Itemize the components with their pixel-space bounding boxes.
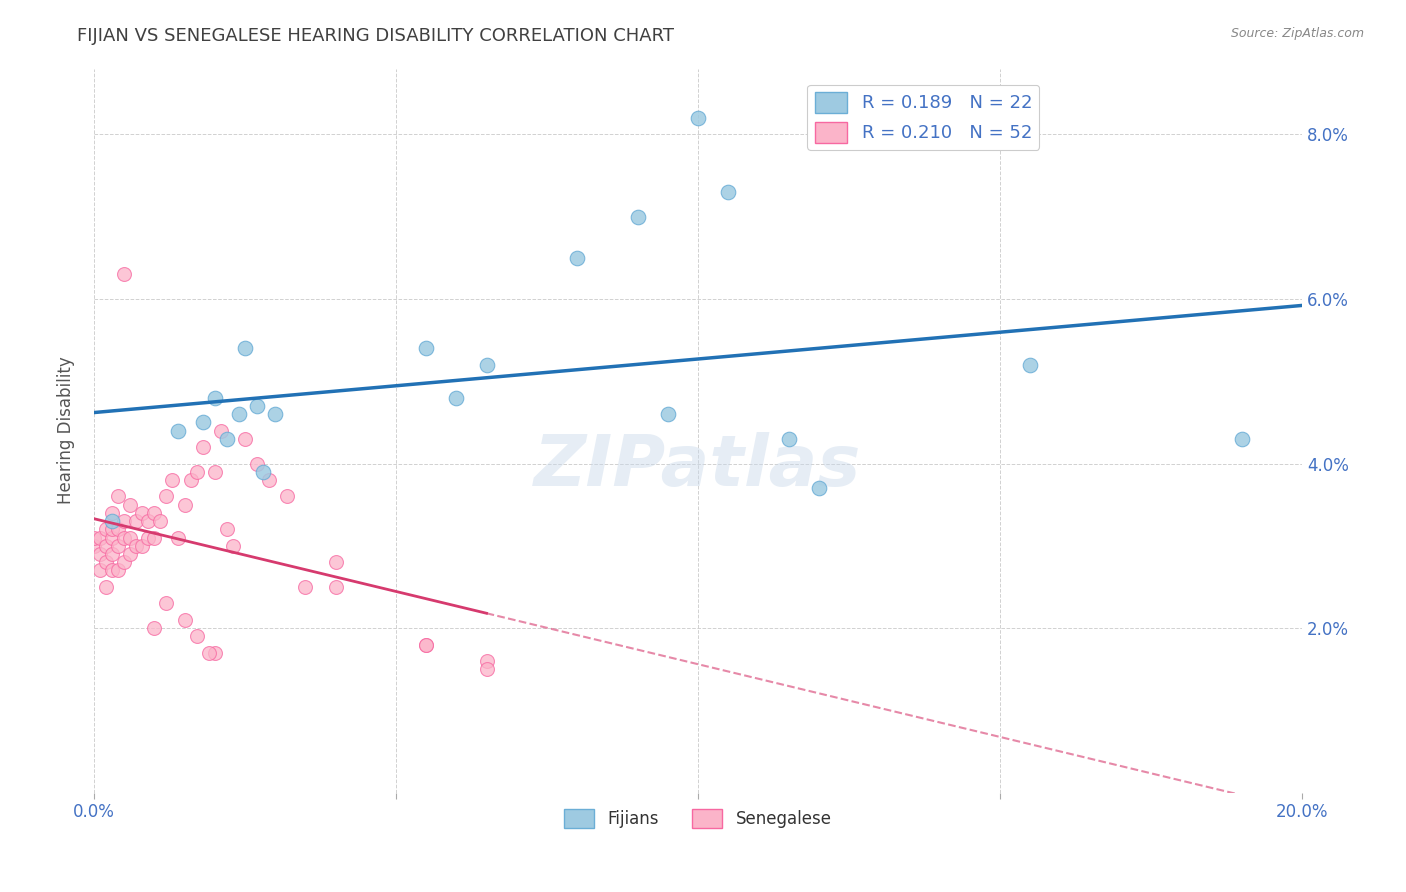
Y-axis label: Hearing Disability: Hearing Disability bbox=[58, 357, 75, 505]
Point bbox=[446, 391, 468, 405]
Point bbox=[228, 407, 250, 421]
Point bbox=[565, 251, 588, 265]
Point bbox=[125, 514, 148, 528]
Point bbox=[807, 481, 830, 495]
Point bbox=[89, 564, 111, 578]
Point bbox=[475, 662, 498, 676]
Point bbox=[136, 514, 159, 528]
Point bbox=[1230, 432, 1253, 446]
Point bbox=[180, 473, 202, 487]
Point bbox=[143, 531, 166, 545]
Point bbox=[215, 432, 238, 446]
Point bbox=[94, 580, 117, 594]
Text: FIJIAN VS SENEGALESE HEARING DISABILITY CORRELATION CHART: FIJIAN VS SENEGALESE HEARING DISABILITY … bbox=[77, 27, 675, 45]
Point bbox=[112, 514, 135, 528]
Point bbox=[155, 490, 177, 504]
Point bbox=[325, 580, 347, 594]
Point bbox=[94, 555, 117, 569]
Point bbox=[107, 564, 129, 578]
Point bbox=[233, 341, 256, 355]
Point bbox=[197, 646, 219, 660]
Point bbox=[89, 531, 111, 545]
Point bbox=[475, 654, 498, 668]
Point bbox=[686, 111, 709, 125]
Point bbox=[204, 391, 226, 405]
Point bbox=[101, 522, 124, 536]
Point bbox=[246, 457, 269, 471]
Point bbox=[83, 531, 105, 545]
Point bbox=[415, 638, 437, 652]
Point bbox=[143, 621, 166, 635]
Point bbox=[120, 498, 142, 512]
Point bbox=[626, 210, 648, 224]
Point bbox=[415, 638, 437, 652]
Point bbox=[778, 432, 800, 446]
Point bbox=[112, 267, 135, 281]
Point bbox=[94, 539, 117, 553]
Point bbox=[325, 555, 347, 569]
Point bbox=[717, 185, 740, 199]
Point bbox=[101, 514, 124, 528]
Point bbox=[186, 465, 208, 479]
Point bbox=[233, 432, 256, 446]
Point bbox=[204, 646, 226, 660]
Point bbox=[294, 580, 316, 594]
Text: Source: ZipAtlas.com: Source: ZipAtlas.com bbox=[1230, 27, 1364, 40]
Point bbox=[125, 539, 148, 553]
Point bbox=[101, 506, 124, 520]
Point bbox=[657, 407, 679, 421]
Point bbox=[136, 531, 159, 545]
Point bbox=[276, 490, 298, 504]
Point bbox=[415, 341, 437, 355]
Point bbox=[101, 531, 124, 545]
Point bbox=[107, 522, 129, 536]
Point bbox=[1019, 358, 1042, 372]
Point bbox=[215, 522, 238, 536]
Point bbox=[246, 399, 269, 413]
Point bbox=[209, 424, 232, 438]
Point bbox=[143, 506, 166, 520]
Point bbox=[120, 547, 142, 561]
Point bbox=[101, 564, 124, 578]
Point bbox=[191, 415, 214, 429]
Point bbox=[167, 531, 190, 545]
Point bbox=[89, 547, 111, 561]
Point bbox=[131, 506, 153, 520]
Point bbox=[107, 490, 129, 504]
Point bbox=[162, 473, 184, 487]
Point bbox=[131, 539, 153, 553]
Point bbox=[120, 531, 142, 545]
Point bbox=[252, 465, 274, 479]
Point bbox=[149, 514, 172, 528]
Point bbox=[101, 547, 124, 561]
Point bbox=[167, 424, 190, 438]
Point bbox=[173, 498, 195, 512]
Legend: Fijians, Senegalese: Fijians, Senegalese bbox=[558, 803, 838, 835]
Point bbox=[155, 596, 177, 610]
Point bbox=[94, 522, 117, 536]
Point bbox=[107, 539, 129, 553]
Point bbox=[475, 358, 498, 372]
Point bbox=[112, 531, 135, 545]
Point bbox=[257, 473, 280, 487]
Point bbox=[173, 613, 195, 627]
Point bbox=[83, 539, 105, 553]
Point bbox=[204, 465, 226, 479]
Point bbox=[186, 629, 208, 643]
Point bbox=[264, 407, 287, 421]
Point bbox=[222, 539, 245, 553]
Point bbox=[191, 440, 214, 454]
Text: ZIPatlas: ZIPatlas bbox=[534, 433, 862, 501]
Point bbox=[112, 555, 135, 569]
